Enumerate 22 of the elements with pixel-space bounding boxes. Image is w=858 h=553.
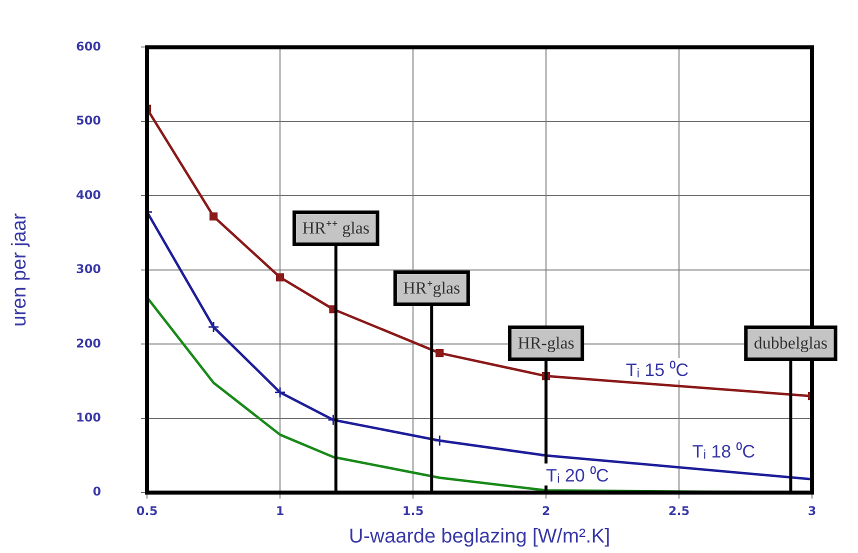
x-tick-label: 1 <box>276 504 284 518</box>
y-tick-label: 400 <box>76 188 102 202</box>
y-tick-label: 100 <box>76 410 102 424</box>
x-tick-label: 0.5 <box>136 504 158 518</box>
y-tick-label: 600 <box>76 39 102 54</box>
x-tick-label: 2 <box>542 504 550 518</box>
y-tick-label: 500 <box>76 114 102 128</box>
series-label: Tᵢ 18 ⁰C <box>692 441 756 462</box>
y-axis-title: uren per jaar <box>8 212 31 327</box>
y-tick-label: 300 <box>76 262 102 276</box>
x-tick-label: 3 <box>808 504 816 518</box>
x-tick-label: 1.5 <box>402 504 424 518</box>
ref-line-label: HR⁺glas <box>403 278 460 298</box>
y-tick-label: 0 <box>92 484 102 499</box>
y-tick-label: 200 <box>76 336 102 350</box>
x-axis-title: U-waarde beglazing [W/m².K] <box>348 526 610 548</box>
series-label: Tᵢ 15 ⁰C <box>626 360 689 380</box>
ref-line-label: HR⁺⁺ glas <box>302 218 370 238</box>
ref-line-label: dubbelglas <box>754 334 828 353</box>
x-tick-label: 2.5 <box>668 504 690 518</box>
ref-line-label: HR-glas <box>518 334 574 353</box>
series-label: Tᵢ 20 ⁰C <box>546 465 609 486</box>
